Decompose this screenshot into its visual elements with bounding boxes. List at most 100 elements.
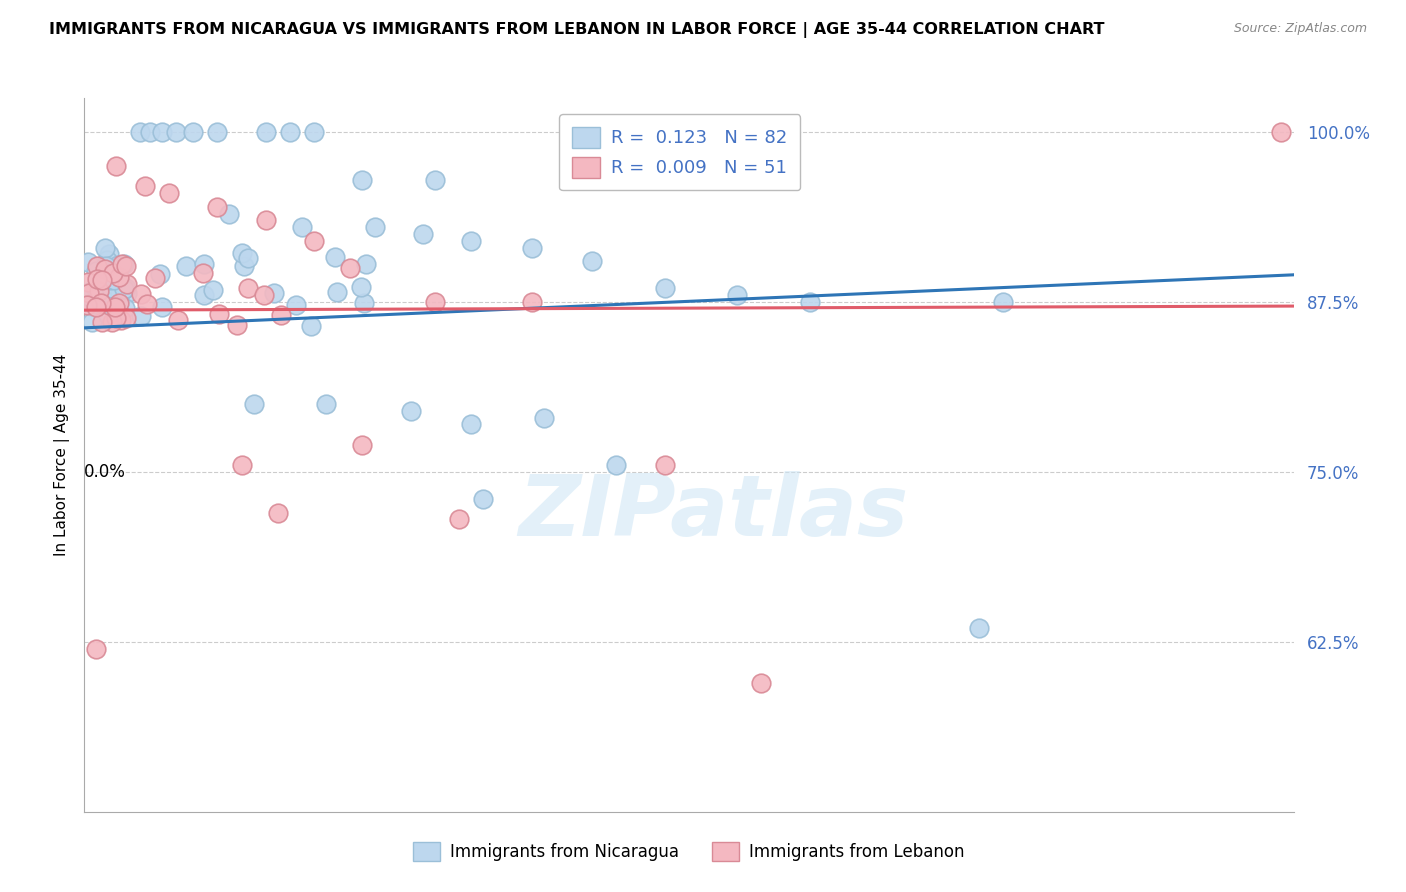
Point bbox=[129, 309, 152, 323]
Point bbox=[167, 313, 190, 327]
Point bbox=[94, 285, 117, 299]
Point bbox=[87, 277, 110, 292]
Point bbox=[104, 300, 127, 314]
Point bbox=[460, 234, 482, 248]
Point bbox=[352, 172, 374, 186]
Point bbox=[225, 318, 247, 332]
Point bbox=[76, 298, 98, 312]
Point bbox=[104, 159, 127, 173]
Point bbox=[98, 273, 121, 287]
Point bbox=[82, 315, 104, 329]
Point bbox=[111, 257, 134, 271]
Point bbox=[460, 417, 482, 432]
Point bbox=[254, 125, 277, 139]
Point bbox=[149, 267, 172, 281]
Point bbox=[354, 257, 377, 271]
Point bbox=[84, 301, 107, 315]
Point bbox=[115, 285, 138, 300]
Point bbox=[76, 255, 98, 269]
Point bbox=[87, 268, 110, 283]
Point bbox=[193, 257, 215, 271]
Point bbox=[339, 260, 361, 275]
Point bbox=[94, 259, 117, 273]
Point bbox=[107, 258, 129, 272]
Point bbox=[315, 397, 337, 411]
Point bbox=[191, 266, 214, 280]
Point bbox=[112, 281, 135, 295]
Point bbox=[79, 299, 101, 313]
Point bbox=[87, 285, 110, 299]
Point bbox=[84, 282, 107, 296]
Point bbox=[231, 458, 253, 472]
Point bbox=[412, 227, 434, 241]
Point bbox=[520, 295, 543, 310]
Point bbox=[207, 200, 229, 214]
Point bbox=[654, 281, 676, 295]
Point bbox=[270, 308, 292, 322]
Point bbox=[654, 458, 676, 472]
Legend: Immigrants from Nicaragua, Immigrants from Lebanon: Immigrants from Nicaragua, Immigrants fr… bbox=[406, 835, 972, 868]
Point bbox=[79, 290, 101, 304]
Point bbox=[165, 125, 187, 139]
Point bbox=[90, 295, 112, 310]
Point bbox=[115, 311, 138, 326]
Point bbox=[101, 266, 124, 280]
Point bbox=[254, 213, 277, 227]
Point bbox=[84, 263, 107, 277]
Point bbox=[581, 254, 603, 268]
Point bbox=[86, 641, 108, 656]
Point bbox=[107, 269, 129, 284]
Point bbox=[90, 273, 112, 287]
Point bbox=[1270, 125, 1292, 139]
Point bbox=[108, 286, 131, 301]
Point bbox=[138, 125, 160, 139]
Point bbox=[86, 272, 108, 286]
Point bbox=[77, 275, 100, 289]
Point bbox=[129, 125, 152, 139]
Text: IMMIGRANTS FROM NICARAGUA VS IMMIGRANTS FROM LEBANON IN LABOR FORCE | AGE 35-44 : IMMIGRANTS FROM NICARAGUA VS IMMIGRANTS … bbox=[49, 22, 1105, 38]
Point bbox=[352, 438, 374, 452]
Point bbox=[285, 298, 308, 312]
Point bbox=[94, 262, 117, 277]
Point bbox=[181, 125, 204, 139]
Point bbox=[353, 295, 375, 310]
Point bbox=[581, 172, 603, 186]
Point bbox=[150, 300, 173, 314]
Point bbox=[134, 179, 156, 194]
Point bbox=[605, 458, 627, 472]
Point bbox=[520, 241, 543, 255]
Point bbox=[302, 234, 325, 248]
Point bbox=[174, 259, 197, 273]
Point bbox=[423, 172, 446, 186]
Point bbox=[97, 247, 120, 261]
Point bbox=[993, 295, 1015, 310]
Point bbox=[278, 125, 301, 139]
Point bbox=[242, 397, 264, 411]
Point bbox=[218, 207, 240, 221]
Point bbox=[725, 288, 748, 302]
Point bbox=[91, 261, 114, 276]
Text: 0.0%: 0.0% bbox=[84, 464, 127, 482]
Y-axis label: In Labor Force | Age 35-44: In Labor Force | Age 35-44 bbox=[55, 354, 70, 556]
Point bbox=[105, 310, 128, 325]
Point bbox=[208, 307, 231, 321]
Point bbox=[231, 245, 253, 260]
Point bbox=[97, 308, 120, 322]
Point bbox=[233, 259, 256, 273]
Point bbox=[107, 296, 129, 310]
Point bbox=[751, 675, 773, 690]
Point bbox=[267, 506, 290, 520]
Point bbox=[423, 295, 446, 310]
Point bbox=[236, 280, 259, 294]
Point bbox=[100, 281, 122, 295]
Point bbox=[967, 621, 990, 635]
Point bbox=[110, 313, 132, 327]
Point bbox=[326, 285, 349, 299]
Point bbox=[77, 286, 100, 301]
Point bbox=[207, 125, 229, 139]
Point bbox=[472, 492, 495, 507]
Point bbox=[103, 272, 125, 286]
Point bbox=[136, 297, 159, 311]
Point bbox=[94, 242, 117, 256]
Point bbox=[350, 279, 373, 293]
